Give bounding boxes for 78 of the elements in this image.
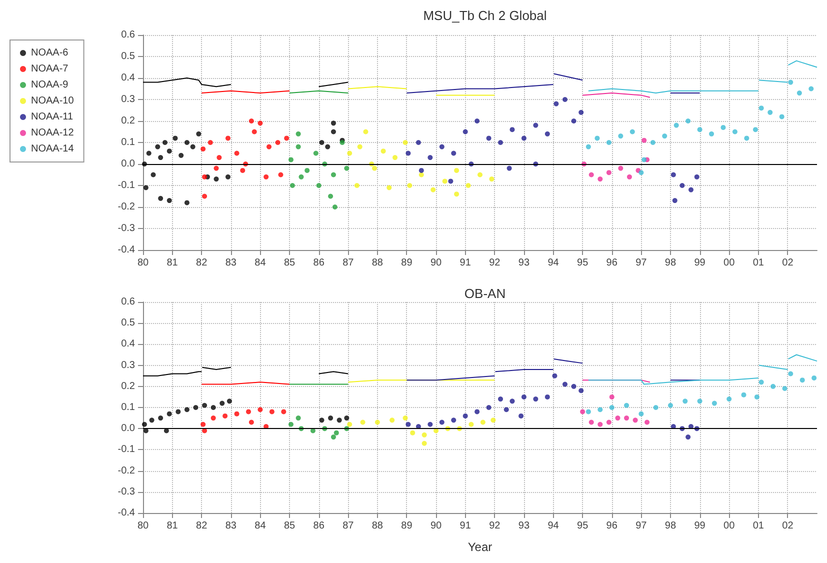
x-tick-label: 98: [664, 258, 676, 268]
x-tick-label: 93: [518, 258, 530, 268]
y-tick-label: 0.6: [121, 30, 136, 40]
legend-label: NOAA-12: [31, 128, 74, 138]
x-tick-label: 94: [548, 258, 560, 268]
x-tick-label: 00: [724, 520, 736, 532]
y-tick-label: 0.4: [121, 338, 136, 350]
y-tick-label: 0.2: [121, 116, 136, 126]
x-tick-label: 99: [694, 520, 706, 532]
y-tick-label: 0.4: [121, 72, 136, 84]
x-tick-label: 83: [225, 520, 237, 532]
y-tick-label: -0.2: [118, 465, 136, 476]
x-tick-label: 95: [577, 520, 589, 532]
x-tick-label: 92: [489, 258, 501, 268]
x-tick-label: 89: [401, 520, 413, 532]
y-tick-label: 0.3: [121, 94, 136, 105]
y-tick-label: -0.1: [118, 180, 136, 191]
y-tick-label: -0.4: [118, 508, 136, 518]
x-axis-title: Year: [468, 540, 492, 554]
x-tick-label: 85: [284, 258, 296, 268]
x-tick-label: 88: [372, 258, 384, 268]
x-tick-label: 84: [254, 258, 266, 268]
x-tick-label: 99: [694, 258, 706, 268]
y-tick-label: 0.6: [121, 296, 136, 308]
y-tick-label: 0.5: [121, 318, 136, 329]
x-tick-label: 02: [782, 520, 794, 532]
legend-label: NOAA-14: [31, 144, 74, 154]
x-tick-label: 95: [577, 258, 589, 268]
x-tick-label: 92: [489, 520, 501, 532]
x-tick-label: 85: [284, 520, 296, 532]
x-tick-label: 81: [166, 258, 178, 268]
x-tick-label: 82: [196, 520, 208, 532]
y-tick-label: 0.0: [121, 158, 136, 170]
x-tick-label: 84: [254, 520, 266, 532]
chart-title: OB-AN: [464, 286, 506, 301]
x-tick-label: 87: [342, 258, 354, 268]
x-tick-label: 01: [752, 258, 764, 268]
x-tick-label: 82: [196, 258, 208, 268]
y-tick-label: -0.3: [118, 486, 136, 498]
x-tick-label: 91: [460, 520, 472, 532]
x-tick-label: 86: [313, 520, 325, 532]
x-tick-label: 00: [724, 258, 736, 268]
legend-label: NOAA-11: [31, 112, 74, 122]
y-tick-label: -0.2: [118, 202, 136, 212]
y-tick-label: 0.1: [121, 402, 136, 413]
x-tick-label: 90: [430, 258, 442, 268]
x-tick-label: 96: [606, 258, 618, 268]
x-tick-label: 97: [636, 520, 648, 532]
chart-title: MSU_Tb Ch 2 Global: [423, 8, 547, 23]
x-tick-label: 88: [372, 520, 384, 532]
x-tick-label: 96: [606, 520, 618, 532]
x-tick-label: 94: [548, 520, 560, 532]
x-tick-label: 93: [518, 520, 530, 532]
y-tick-label: 0.1: [121, 137, 136, 148]
y-tick-label: 0.0: [121, 423, 136, 434]
x-tick-label: 91: [460, 258, 472, 268]
x-tick-label: 02: [782, 258, 794, 268]
x-tick-label: 80: [137, 258, 149, 268]
y-tick-label: 0.3: [121, 360, 136, 371]
legend-label: NOAA-7: [31, 64, 69, 74]
y-tick-label: 0.2: [121, 380, 136, 392]
y-tick-label: 0.5: [121, 51, 136, 62]
x-tick-label: 90: [430, 520, 442, 532]
x-tick-label: 87: [342, 520, 354, 532]
y-tick-label: -0.1: [118, 444, 136, 456]
x-tick-label: 01: [752, 520, 764, 532]
x-tick-label: 86: [313, 258, 325, 268]
x-tick-label: 81: [166, 520, 178, 532]
x-tick-label: 97: [636, 258, 648, 268]
x-tick-label: 89: [401, 258, 413, 268]
x-tick-label: 83: [225, 258, 237, 268]
legend-label: NOAA-10: [31, 96, 74, 106]
y-tick-label: -0.3: [118, 223, 136, 234]
legend-label: NOAA-9: [31, 80, 69, 90]
y-tick-label: -0.4: [118, 244, 136, 256]
legend-label: NOAA-6: [31, 48, 69, 58]
x-tick-label: 80: [137, 520, 149, 532]
x-tick-label: 98: [664, 520, 676, 532]
